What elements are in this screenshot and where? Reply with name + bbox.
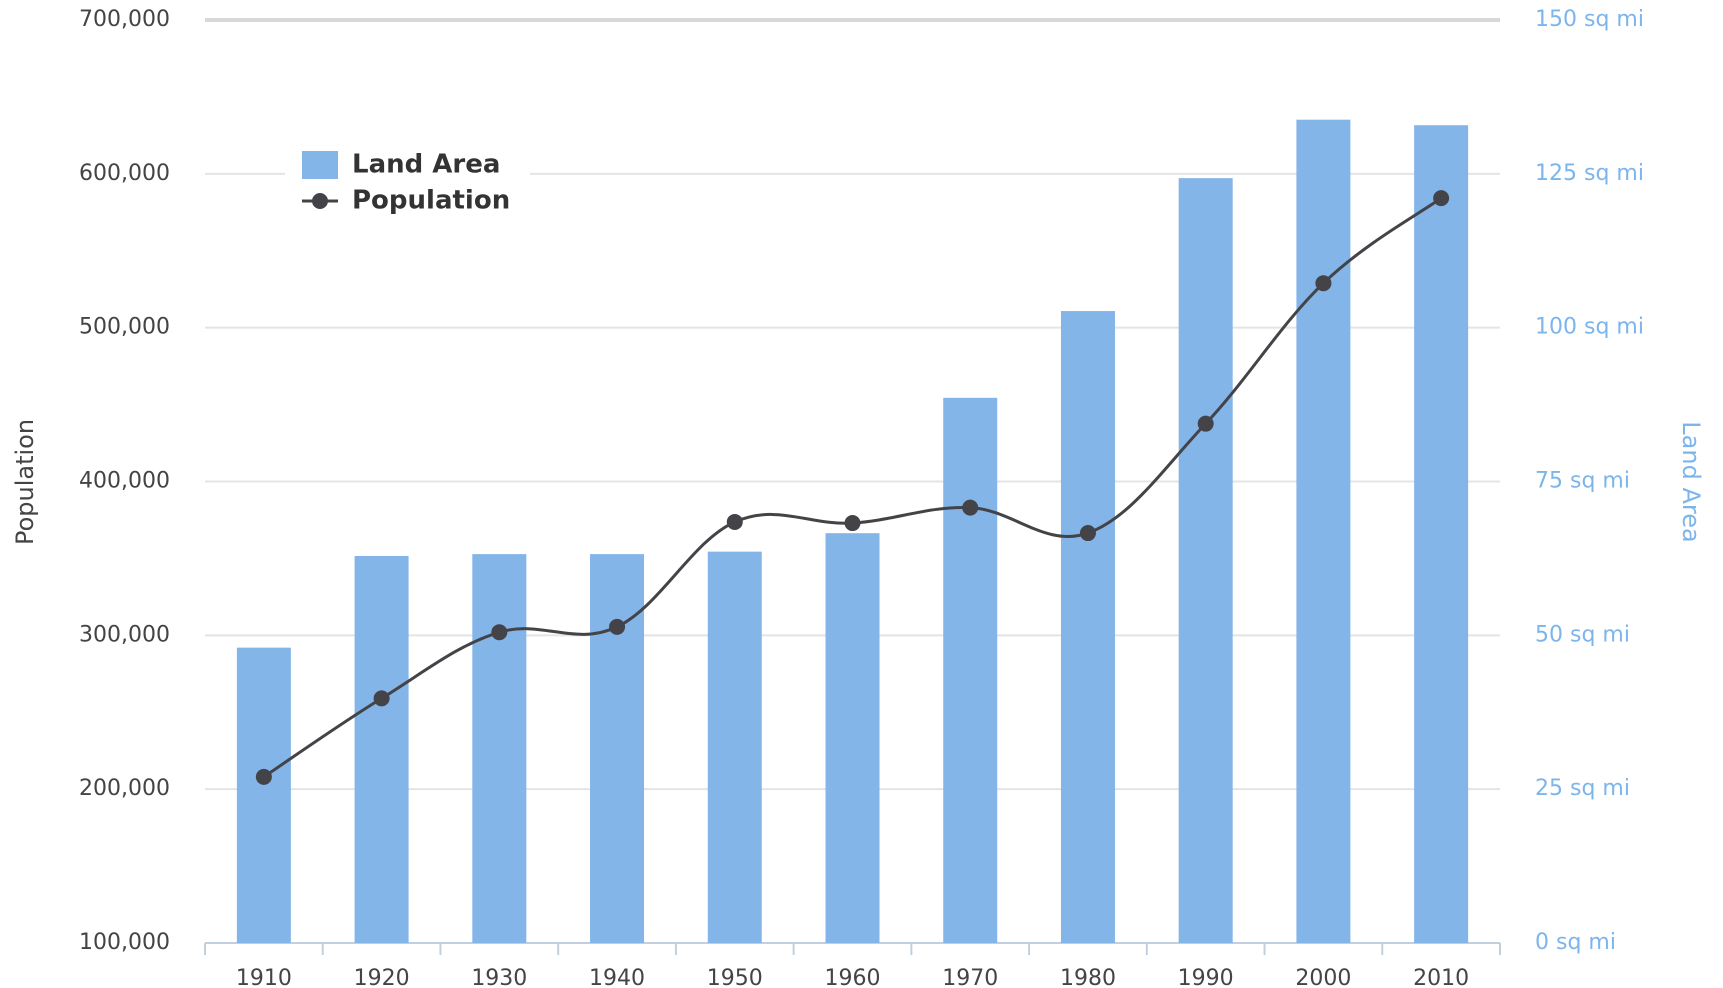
bar [472,554,527,943]
y-axis-title: Population [11,419,39,545]
x-tick-label: 1910 [236,966,292,988]
y2-tick-label: 125 sq mi [1535,161,1644,186]
marker [491,624,508,641]
marker [373,690,390,707]
y2-tick-label: 0 sq mi [1535,930,1616,955]
x-tick-label: 1940 [589,966,645,988]
y-tick-label: 500,000 [79,315,170,340]
legend-swatch [302,151,338,179]
marker [1079,525,1096,542]
y-tick-label: 300,000 [79,622,170,647]
bar [1414,125,1469,944]
marker [609,618,626,635]
y2-tick-label: 75 sq mi [1535,469,1630,494]
marker [1433,190,1450,207]
y-tick-label: 600,000 [79,161,170,186]
y-tick-label: 200,000 [79,776,170,801]
y-tick-label: 100,000 [79,930,170,955]
bar [707,551,762,943]
x-tick-label: 1950 [707,966,763,988]
bar [590,554,645,943]
bar [1060,311,1115,943]
bar [1296,119,1351,943]
marker [255,768,272,785]
x-tick-label: 1990 [1178,966,1234,988]
legend-label: Land Area [352,150,500,180]
x-tick-label: 1980 [1060,966,1116,988]
x-tick-label: 1920 [354,966,410,988]
bar [236,647,291,943]
y-tick-label: 400,000 [79,469,170,494]
x-tick-label: 2000 [1295,966,1351,988]
x-tick-label: 1970 [942,966,998,988]
y2-axis-title: Land Area [1677,421,1705,542]
y2-tick-label: 50 sq mi [1535,622,1630,647]
marker [844,515,861,532]
bar [825,533,880,943]
y2-tick-label: 100 sq mi [1535,315,1644,340]
x-tick-label: 1960 [825,966,881,988]
x-tick-label: 2010 [1413,966,1469,988]
marker [1197,415,1214,432]
legend-marker [312,193,328,209]
legend-label: Population [352,186,510,216]
bar [1178,178,1233,943]
marker [1315,275,1332,292]
bar [943,397,998,943]
marker [726,513,743,530]
x-tick-label: 1930 [471,966,527,988]
y2-tick-label: 150 sq mi [1535,7,1644,32]
y-tick-label: 700,000 [79,7,170,32]
bar [354,555,409,943]
y2-tick-label: 25 sq mi [1535,776,1630,801]
marker [962,499,979,516]
